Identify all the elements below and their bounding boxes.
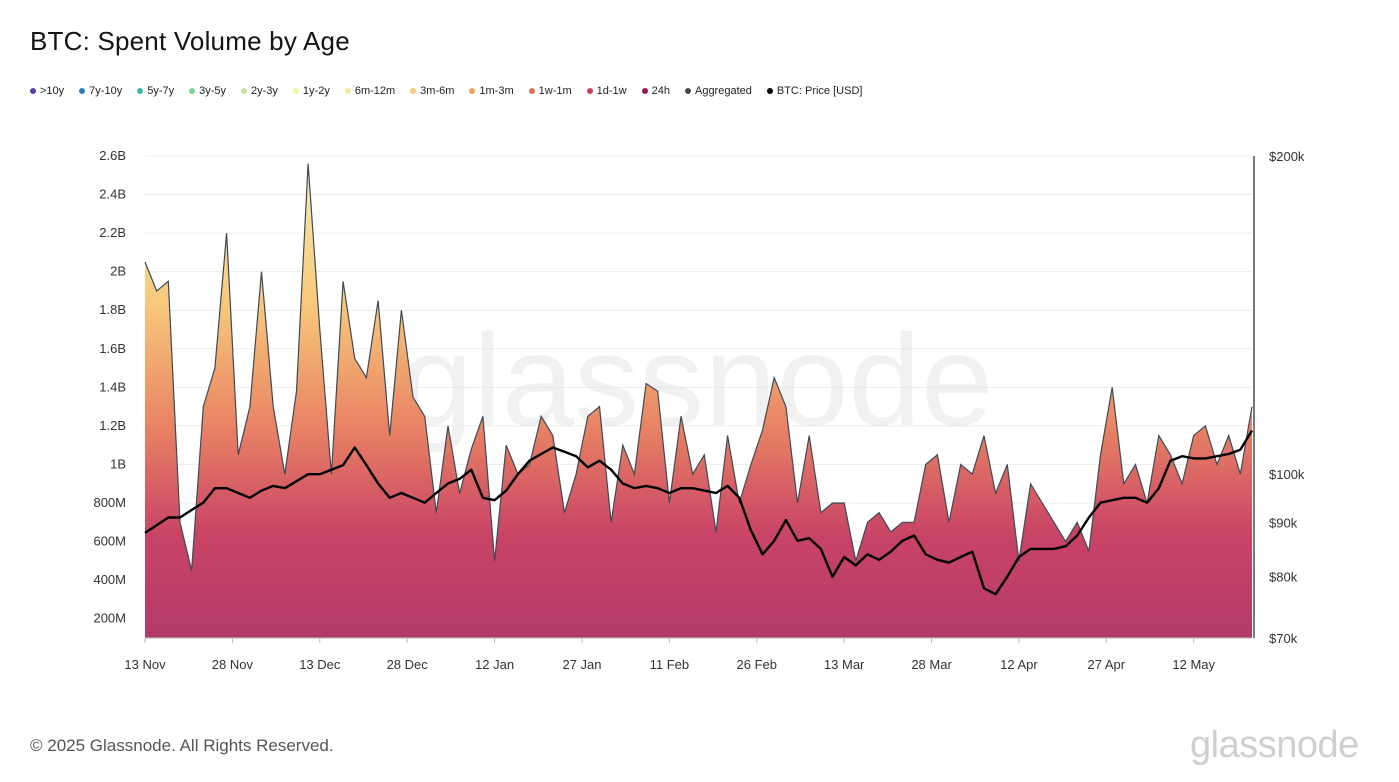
x-tick-label: 28 Nov	[212, 657, 254, 672]
legend-label: 5y-7y	[147, 85, 175, 97]
x-tick-label: 13 Dec	[299, 657, 341, 672]
legend-item[interactable]: 24h	[641, 85, 670, 97]
legend-dot-icon	[766, 88, 773, 94]
y-right-tick-label: $100k	[1269, 467, 1305, 482]
footer-copyright: © 2025 Glassnode. All Rights Reserved.	[30, 736, 334, 755]
legend-label: 3m-6m	[420, 85, 455, 97]
legend-dot-icon	[30, 88, 36, 94]
y-tick-label: 1.8B	[99, 302, 126, 317]
legend-dot-icon	[586, 88, 593, 94]
legend-dot-icon	[137, 88, 144, 94]
legend-label: 1d-1w	[596, 85, 627, 97]
legend-dot-icon	[410, 88, 417, 94]
y-right-tick-label: $200k	[1269, 149, 1305, 164]
y-tick-label: 2B	[110, 264, 126, 279]
y-tick-label: 1.2B	[99, 418, 126, 433]
legend-dot-icon	[528, 88, 535, 94]
legend-label: BTC: Price [USD]	[776, 85, 863, 97]
legend-dot-icon	[344, 88, 351, 94]
legend-item[interactable]: 1y-2y	[292, 85, 330, 97]
y-tick-label: 2.6B	[99, 148, 126, 163]
x-tick-label: 13 Mar	[824, 657, 865, 672]
y-tick-label: 800M	[93, 495, 126, 510]
legend-item[interactable]: 2y-3y	[241, 85, 278, 97]
y-tick-label: 1B	[110, 456, 126, 471]
legend-label: 3y-5y	[199, 85, 227, 97]
axes: 200M 400M 600M 800M 1B 1.2B 1.4B 1.6B 1.8B 2B 2.2B…	[93, 148, 1304, 672]
x-tick-label: 12 Jan	[475, 657, 514, 672]
legend-item[interactable]: 1w-1m	[528, 85, 572, 97]
legend-item[interactable]: 7y-10y	[79, 85, 122, 97]
y-right-tick-label: $70k	[1269, 631, 1298, 646]
legend-dot-icon	[292, 88, 299, 94]
watermark: glassnode	[401, 307, 994, 453]
legend-dot-icon	[241, 88, 248, 94]
y-tick-label: 2.2B	[99, 225, 126, 240]
legend-label: 1m-3m	[479, 85, 514, 97]
x-tick-label: 27 Jan	[562, 657, 601, 672]
legend-dot-icon	[641, 88, 648, 94]
legend-dot-icon	[189, 88, 196, 94]
legend-dot-icon	[469, 88, 476, 94]
x-tick-label: 26 Feb	[737, 657, 777, 672]
y-right-tick-label: $90k	[1269, 516, 1298, 531]
legend-item[interactable]: 3m-6m	[410, 85, 454, 97]
legend-label: >10y	[40, 85, 65, 97]
legend-item[interactable]: 3y-5y	[189, 85, 226, 97]
y-tick-label: 400M	[93, 572, 126, 587]
legend-item[interactable]: Aggregated	[684, 85, 752, 97]
legend-label: 24h	[651, 85, 670, 97]
x-tick-label: 13 Nov	[124, 657, 166, 672]
x-tick-label: 12 Apr	[1000, 657, 1038, 672]
y-tick-label: 600M	[93, 534, 126, 549]
footer-logo: glassnode	[1190, 724, 1359, 766]
legend-label: 1w-1m	[538, 85, 572, 97]
legend-item[interactable]: 5y-7y	[137, 85, 174, 97]
legend-item[interactable]: BTC: Price [USD]	[766, 85, 863, 97]
spent-volume-fill	[145, 163, 1252, 638]
legend-dot-icon	[684, 88, 691, 94]
legend-label: 2y-3y	[251, 85, 278, 97]
x-tick-label: 28 Mar	[911, 657, 952, 672]
aggregated-line	[144, 163, 1253, 571]
legend-label: 1y-2y	[302, 85, 330, 97]
x-tick-label: 28 Dec	[387, 657, 429, 672]
y-tick-label: 1.4B	[99, 379, 126, 394]
btc-price-series	[144, 429, 1254, 596]
x-tick-label: 27 Apr	[1088, 657, 1126, 672]
legend-label: Aggregated	[694, 85, 752, 97]
y-right-tick-label: $80k	[1269, 570, 1298, 585]
legend-item[interactable]: 1m-3m	[469, 85, 514, 97]
y-tick-label: 2.4B	[99, 187, 126, 202]
btc-price-line	[144, 429, 1254, 596]
x-tick-label: 11 Feb	[650, 657, 690, 672]
y-tick-label: 1.6B	[99, 341, 126, 356]
legend: >10y 7y-10y 5y-7y 3y-5y 2y-3y 1y-2y 6m-12m 3m-6…	[30, 84, 877, 98]
x-tick-label: 12 May	[1172, 657, 1215, 672]
legend-label: 6m-12m	[354, 85, 396, 97]
spent-volume-area	[144, 163, 1253, 638]
legend-item[interactable]: 1d-1w	[586, 85, 627, 97]
legend-item[interactable]: 6m-12m	[344, 85, 396, 97]
y-tick-label: 200M	[93, 611, 126, 626]
legend-dot-icon	[79, 88, 86, 94]
legend-label: 7y-10y	[89, 85, 123, 97]
chart-title: BTC: Spent Volume by Age	[30, 26, 350, 56]
legend-item[interactable]: >10y	[30, 85, 64, 97]
